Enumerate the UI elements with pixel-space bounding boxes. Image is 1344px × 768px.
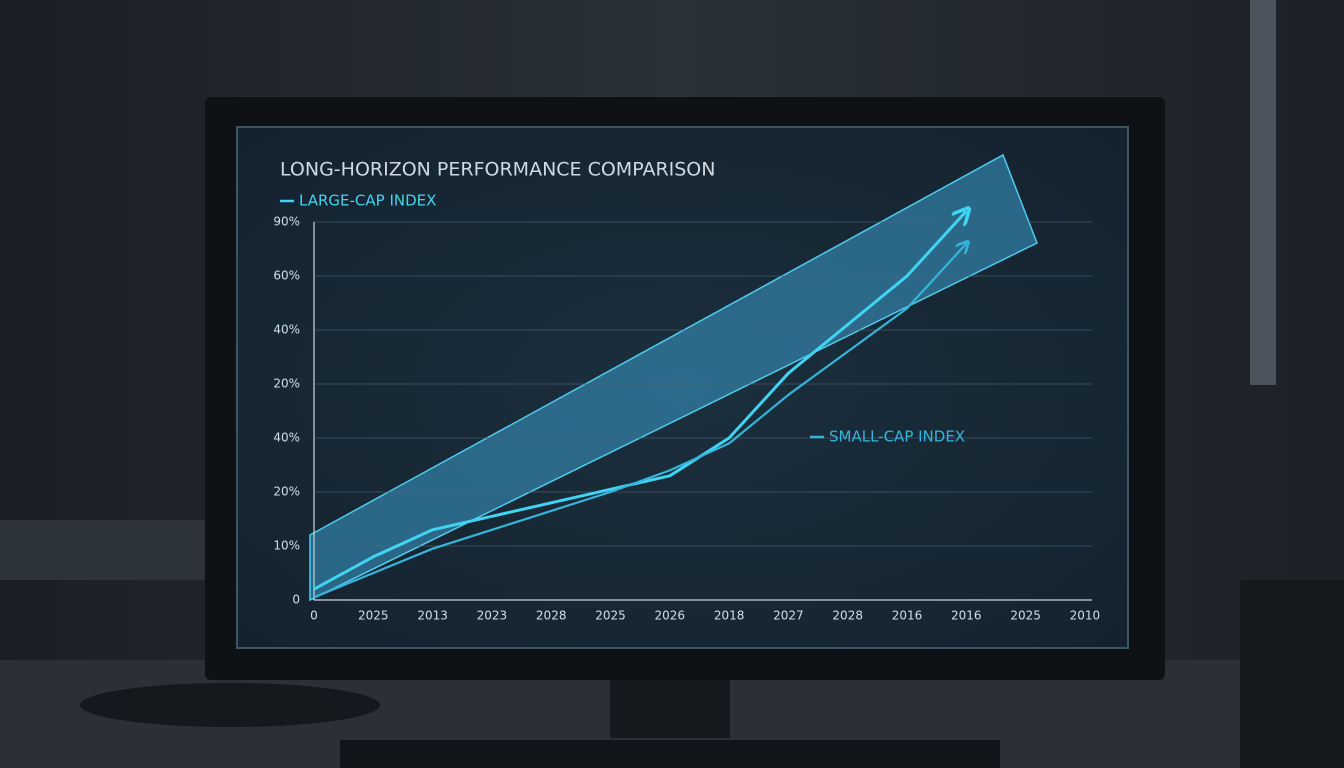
y-tick-label: 0 [292, 593, 300, 607]
keyboard [340, 740, 1000, 768]
y-tick-label: 20% [273, 377, 300, 391]
series-line [313, 244, 966, 599]
x-tick-label: 2023 [477, 609, 508, 623]
x-tick-label: 2016 [951, 609, 982, 623]
shelf [0, 520, 220, 580]
series-line [313, 211, 966, 591]
chart-title: LONG-HORIZON PERFORMANCE COMPARISON [280, 159, 715, 181]
x-tick-label: 2025 [595, 609, 626, 623]
x-tick-label: 2027 [773, 609, 804, 623]
window-light [1250, 0, 1276, 385]
x-tick-label: 2018 [714, 609, 745, 623]
x-tick-label: 2025 [1010, 609, 1041, 623]
legend-label: LARGE-CAP INDEX [299, 192, 436, 210]
x-tick-label: 2026 [655, 609, 686, 623]
range-band [309, 153, 1038, 602]
x-tick-label: 2016 [892, 609, 923, 623]
y-tick-label: 60% [273, 269, 300, 283]
x-tick-label: 2013 [417, 609, 448, 623]
keyboard-left [80, 683, 380, 727]
x-tick-label: 2028 [536, 609, 567, 623]
y-tick-label: 10% [273, 539, 300, 553]
x-tick-label: 2028 [832, 609, 863, 623]
y-tick-label: 20% [273, 485, 300, 499]
x-tick-label: 0 [310, 609, 318, 623]
pen-cup [1240, 580, 1344, 768]
x-tick-label: 2010 [1070, 609, 1101, 623]
y-tick-label: 40% [273, 431, 300, 445]
legend-label: SMALL-CAP INDEX [829, 428, 965, 446]
y-tick-label: 90% [273, 215, 300, 229]
x-tick-label: 2025 [358, 609, 389, 623]
y-tick-label: 40% [273, 323, 300, 337]
monitor-stand [610, 678, 730, 738]
